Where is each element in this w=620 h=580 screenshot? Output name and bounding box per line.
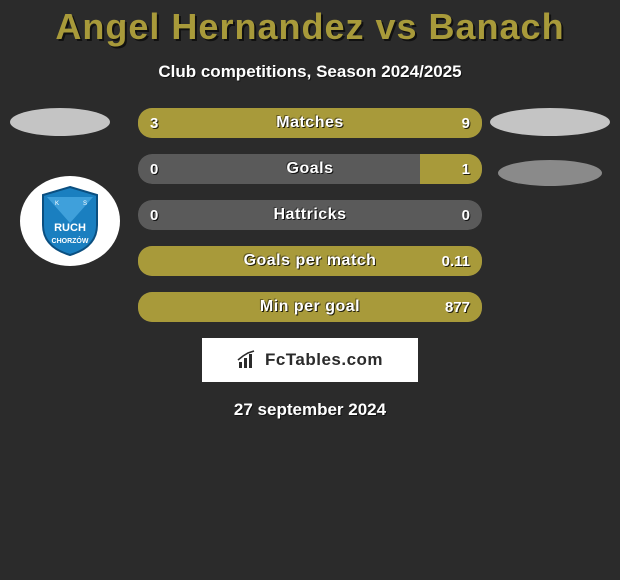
stat-row: 00Hattricks bbox=[138, 200, 482, 230]
club-badge-circle: RUCH CHORZÓW K S bbox=[20, 176, 120, 266]
svg-text:K: K bbox=[55, 201, 59, 207]
club-shield-icon: RUCH CHORZÓW K S bbox=[39, 185, 101, 257]
svg-text:CHORZÓW: CHORZÓW bbox=[52, 236, 89, 245]
stat-row: 39Matches bbox=[138, 108, 482, 138]
svg-text:RUCH: RUCH bbox=[54, 222, 86, 234]
footer-date: 27 september 2024 bbox=[0, 400, 620, 420]
club-badge: RUCH CHORZÓW K S bbox=[20, 176, 120, 266]
player-badge-right-2 bbox=[498, 160, 602, 186]
stat-row: 01Goals bbox=[138, 154, 482, 184]
stat-label: Hattricks bbox=[138, 200, 482, 230]
brand-text: FcTables.com bbox=[265, 350, 383, 370]
page-subtitle: Club competitions, Season 2024/2025 bbox=[0, 62, 620, 82]
stat-row: 0.11Goals per match bbox=[138, 246, 482, 276]
brand-box: FcTables.com bbox=[202, 338, 418, 382]
stat-label: Min per goal bbox=[138, 292, 482, 322]
player-badge-right-1 bbox=[490, 108, 610, 136]
stat-label: Matches bbox=[138, 108, 482, 138]
stat-row: 877Min per goal bbox=[138, 292, 482, 322]
page-title: Angel Hernandez vs Banach bbox=[0, 0, 620, 48]
stat-label: Goals bbox=[138, 154, 482, 184]
stat-label: Goals per match bbox=[138, 246, 482, 276]
svg-text:S: S bbox=[83, 201, 87, 207]
bar-chart-icon bbox=[237, 350, 259, 370]
player-badge-left bbox=[10, 108, 110, 136]
